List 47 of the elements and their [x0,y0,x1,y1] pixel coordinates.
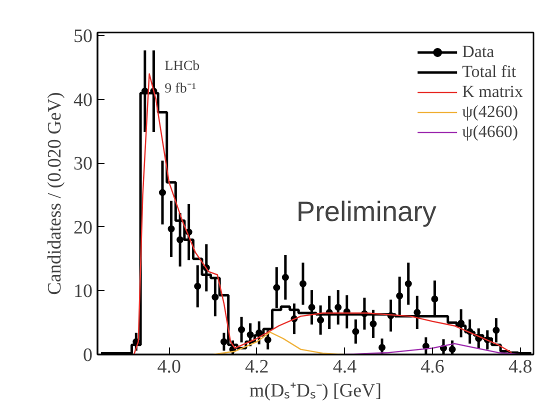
point [370,320,377,328]
y-tick-label: 50 [74,26,92,48]
x-tick-label: 4.6 [420,356,444,378]
x-axis-title: m(Dₛ⁺Dₛ⁻) [GeV] [249,380,382,402]
point [308,304,316,311]
point [448,346,456,353]
point [404,280,412,288]
annotation: Preliminary [296,196,436,227]
legend-label: ψ(4260) [462,102,518,122]
point [158,189,166,196]
point [220,338,228,346]
point [238,326,246,334]
point [431,296,438,303]
point [212,294,219,301]
y-axis-title: Candidatess / (0.020 GeV) [44,92,66,295]
point [282,274,289,281]
point [264,336,272,344]
point [317,316,324,324]
annotation: 9 fb⁻¹ [164,81,196,96]
y-tick-label: 30 [74,154,92,175]
y-tick-label: 40 [74,90,92,111]
y-tick-label: 0 [83,345,92,366]
point [168,225,175,232]
point [492,326,500,334]
point [194,282,202,290]
x-tick-label: 4.2 [245,356,269,378]
point [273,284,280,292]
point [246,331,254,338]
x-tick-label: 4.4 [332,356,358,378]
line-series [212,332,346,354]
legend-label: Total fit [462,62,516,82]
legend-label: K matrix [462,82,523,102]
line-series [344,343,521,354]
legend-label: Data [462,42,494,62]
legend-label: ψ(4660) [462,122,518,142]
annotation: LHCb [164,58,200,74]
point [378,344,386,351]
point [299,280,306,288]
x-tick-label: 4.8 [508,356,532,378]
point [352,328,360,336]
point [414,308,421,316]
point [176,236,184,244]
x-tick-label: 4.0 [157,356,181,378]
point [334,304,342,311]
y-tick-label: 10 [74,281,92,302]
y-tick-label: 20 [74,217,92,238]
point [396,292,404,300]
